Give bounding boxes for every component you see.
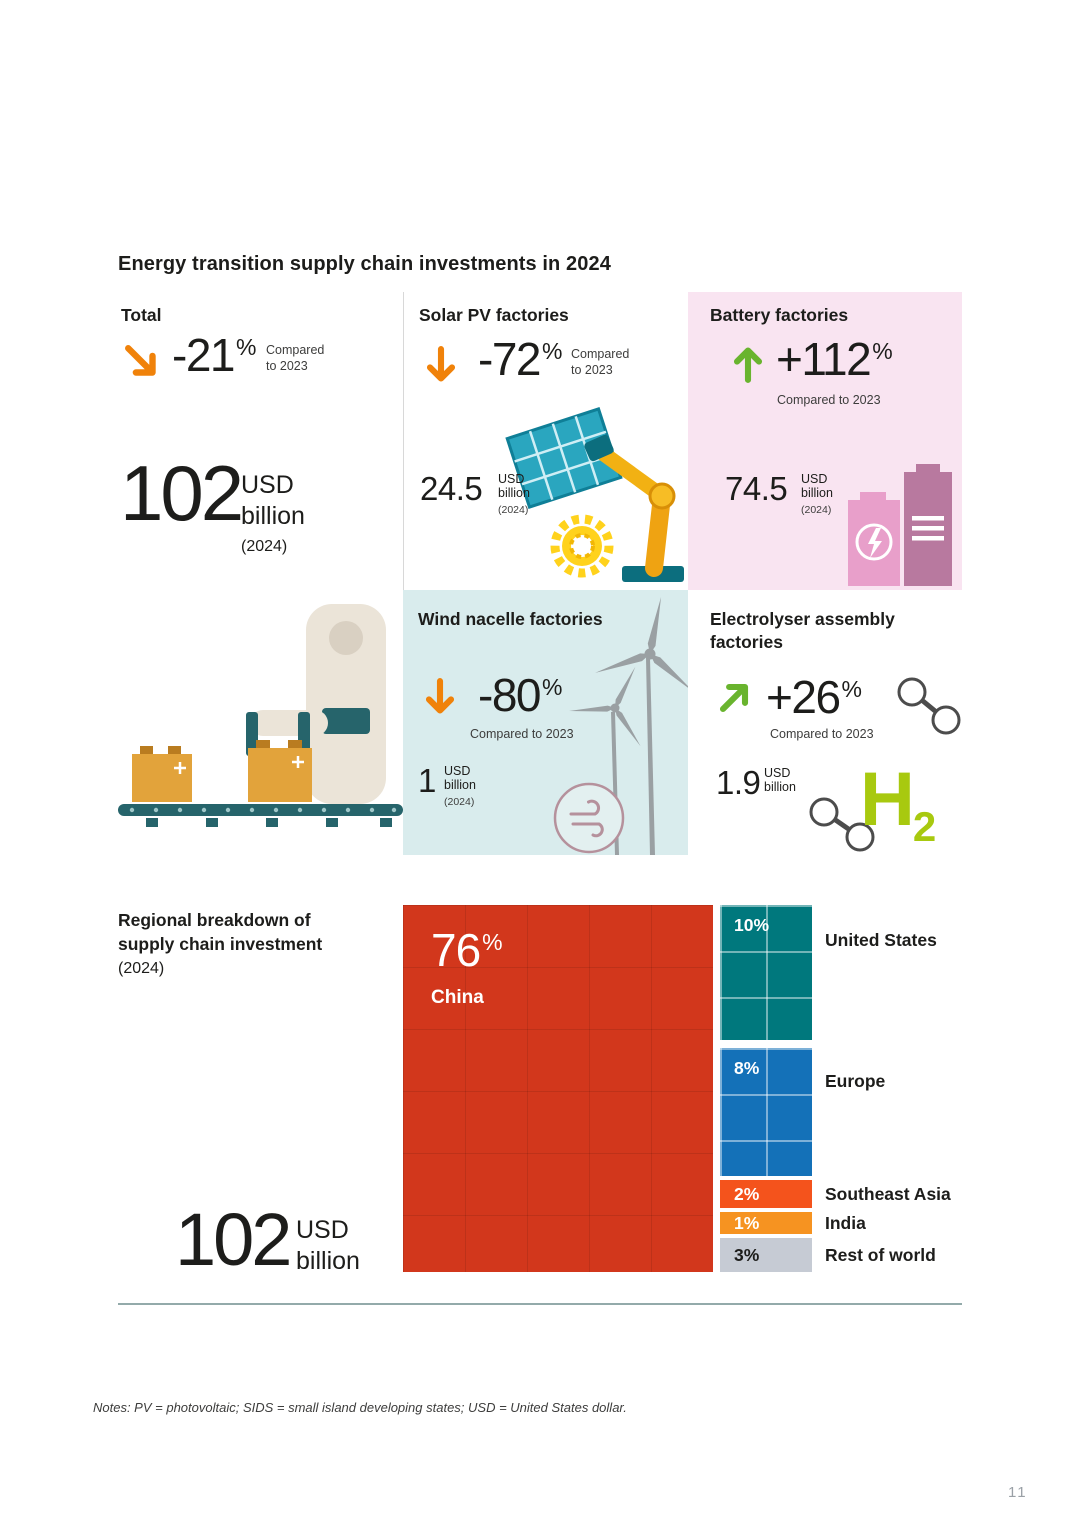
- united-states-percent: 10%: [734, 915, 770, 935]
- solar-change: -72%: [478, 333, 563, 385]
- panel-battery-title: Battery factories: [710, 305, 849, 325]
- trend-up-right-icon: [719, 683, 749, 713]
- footnotes: Notes: PV = photovoltaic; SIDS = small i…: [93, 1400, 627, 1415]
- robot-arm-battery-line-illustration: [118, 604, 403, 827]
- solar-unit: USD billion: [498, 472, 530, 501]
- trend-down-right-icon: [125, 345, 156, 376]
- electrolyser-change: +26%: [766, 671, 862, 723]
- panel-electrolyser-title: Electrolyser assembly factories: [710, 609, 895, 652]
- panel-total: Total -21% Compared to 2023 102 USD bill…: [118, 292, 403, 590]
- solar-value: 24.5: [420, 470, 483, 507]
- india-percent: 1%: [734, 1212, 760, 1233]
- regional-breakdown-section: Regional breakdown of supply chain inves…: [118, 905, 962, 1281]
- china-label: China: [431, 987, 484, 1008]
- battery-unit: USD billion: [801, 472, 833, 501]
- panel-total-title: Total: [121, 305, 162, 325]
- wind-unit: USD billion: [444, 764, 476, 793]
- panel-wind-title: Wind nacelle factories: [418, 609, 603, 629]
- rest-of-world-percent: 3%: [734, 1244, 760, 1265]
- total-compare-note: Compared to 2023: [266, 343, 325, 374]
- electrolyser-unit: USD billion: [764, 766, 796, 795]
- regional-heading: Regional breakdown of supply chain inves…: [118, 910, 323, 955]
- europe-percent: 8%: [734, 1058, 760, 1078]
- southeast-asia-label: Southeast Asia: [825, 1184, 951, 1204]
- trend-down-icon: [425, 678, 455, 714]
- panel-electrolyser: Electrolyser assembly factories +26% Com…: [688, 590, 962, 855]
- total-unit: USD billion: [241, 471, 305, 530]
- treemap-block-united-states: 10%: [720, 905, 812, 1040]
- page-title: Energy transition supply chain investmen…: [118, 253, 611, 275]
- wind-change: -80%: [478, 669, 563, 721]
- united-states-label: United States: [825, 930, 937, 950]
- wind-value: 1: [418, 762, 436, 799]
- treemap-block-europe: 8%: [720, 1048, 812, 1176]
- trend-down-icon: [426, 346, 456, 382]
- treemap-block-china: 76% China: [403, 905, 713, 1272]
- h2-label: H2: [860, 757, 937, 850]
- total-year: (2024): [241, 538, 288, 555]
- treemap-block-india: 1%: [720, 1212, 812, 1234]
- treemap-block-rest-of-world: 3%: [720, 1238, 812, 1272]
- treemap-block-southeast-asia: 2%: [720, 1180, 812, 1208]
- page-number: 11: [1008, 1484, 1028, 1501]
- wind-year: (2024): [444, 796, 475, 808]
- regional-total-unit: USD billion: [296, 1216, 360, 1275]
- europe-label: Europe: [825, 1071, 886, 1091]
- battery-illustration: [848, 464, 952, 586]
- regional-year: (2024): [118, 960, 165, 977]
- footer-divider: [118, 1303, 962, 1305]
- solar-panel-robot-arm-illustration: [505, 407, 684, 582]
- wind-turbine-illustration: [553, 597, 688, 855]
- solar-year: (2024): [498, 504, 529, 516]
- battery-year: (2024): [801, 504, 832, 516]
- battery-value: 74.5: [725, 470, 788, 507]
- panel-robot-illustration: [118, 590, 403, 855]
- panel-solar: Solar PV factories -72% Compared to 2023: [403, 292, 688, 590]
- panel-wind: Wind nacelle factories -80% Compared to …: [403, 590, 688, 855]
- india-label: India: [825, 1213, 866, 1233]
- wind-gust-icon: [569, 799, 604, 838]
- china-percent: 76% China: [431, 924, 503, 1008]
- battery-compare-note: Compared to 2023: [777, 393, 881, 407]
- total-value: 102: [120, 449, 244, 537]
- trend-up-icon: [733, 347, 763, 383]
- solar-compare-note: Compared to 2023: [571, 347, 630, 378]
- regional-total-value: 102: [175, 1198, 292, 1281]
- investment-panels: Total -21% Compared to 2023 102 USD bill…: [118, 292, 962, 855]
- hydrogen-molecule-illustration: [809, 677, 961, 852]
- panel-battery: Battery factories +112% Compared to 2023…: [688, 292, 962, 590]
- electrolyser-value: 1.9: [716, 764, 761, 801]
- battery-change: +112%: [776, 333, 893, 385]
- rest-of-world-label: Rest of world: [825, 1245, 936, 1265]
- electrolyser-compare-note: Compared to 2023: [770, 727, 874, 741]
- wind-compare-note: Compared to 2023: [470, 727, 574, 741]
- southeast-asia-percent: 2%: [734, 1183, 760, 1204]
- total-change: -21%: [172, 329, 257, 381]
- panel-solar-title: Solar PV factories: [419, 305, 569, 325]
